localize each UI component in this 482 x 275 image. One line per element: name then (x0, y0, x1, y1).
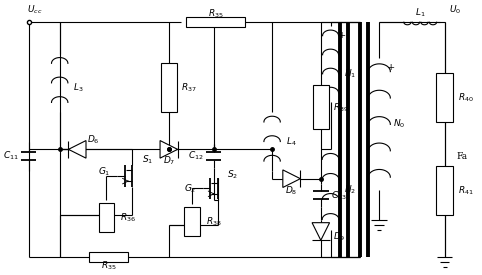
Text: $L_3$: $L_3$ (73, 81, 84, 94)
Polygon shape (312, 223, 330, 240)
Polygon shape (68, 141, 86, 158)
Bar (436, 73, 454, 122)
Text: $R_{37}$: $R_{37}$ (181, 81, 196, 94)
Bar (436, 166, 454, 215)
Text: $R_{39}$: $R_{39}$ (333, 101, 348, 114)
Text: $R_{38}$: $R_{38}$ (206, 215, 222, 228)
Bar (99, 203, 114, 232)
Polygon shape (283, 170, 300, 188)
Text: $N_1$: $N_1$ (344, 68, 356, 80)
Bar (187, 17, 245, 27)
Text: $G_1$: $G_1$ (98, 166, 110, 178)
Bar (185, 207, 200, 236)
Polygon shape (160, 141, 177, 158)
Text: $R_{36}$: $R_{36}$ (120, 211, 136, 224)
Text: $C_{12}$: $C_{12}$ (188, 150, 204, 163)
Text: $N_0$: $N_0$ (393, 118, 405, 130)
Text: $D_6$: $D_6$ (87, 133, 100, 146)
Text: $C_{13}$: $C_{13}$ (331, 189, 347, 202)
Bar (161, 63, 176, 112)
Bar (89, 252, 128, 262)
Text: $R_{41}$: $R_{41}$ (458, 184, 474, 197)
Bar (313, 85, 329, 129)
Text: $R_{35}$: $R_{35}$ (101, 259, 116, 272)
Text: $C_{11}$: $C_{11}$ (3, 150, 19, 163)
Text: $D_9$: $D_9$ (333, 230, 345, 243)
Text: $L_4$: $L_4$ (286, 135, 296, 148)
Text: +: + (338, 31, 347, 40)
Text: $S_2$: $S_2$ (228, 169, 239, 181)
Text: $D_7$: $D_7$ (162, 155, 175, 167)
Text: $U_{cc}$: $U_{cc}$ (27, 4, 42, 16)
Text: $S_1$: $S_1$ (142, 154, 153, 166)
Text: +: + (387, 63, 395, 72)
Text: Fa: Fa (456, 152, 468, 161)
Text: $R_{40}$: $R_{40}$ (458, 91, 474, 104)
Text: $L_1$: $L_1$ (415, 6, 426, 19)
Text: $N_2$: $N_2$ (344, 183, 356, 196)
Text: $G_2$: $G_2$ (184, 182, 196, 195)
Text: $R_{35}$: $R_{35}$ (208, 7, 224, 20)
Text: $U_0$: $U_0$ (449, 4, 462, 16)
Text: $D_8$: $D_8$ (285, 184, 298, 197)
